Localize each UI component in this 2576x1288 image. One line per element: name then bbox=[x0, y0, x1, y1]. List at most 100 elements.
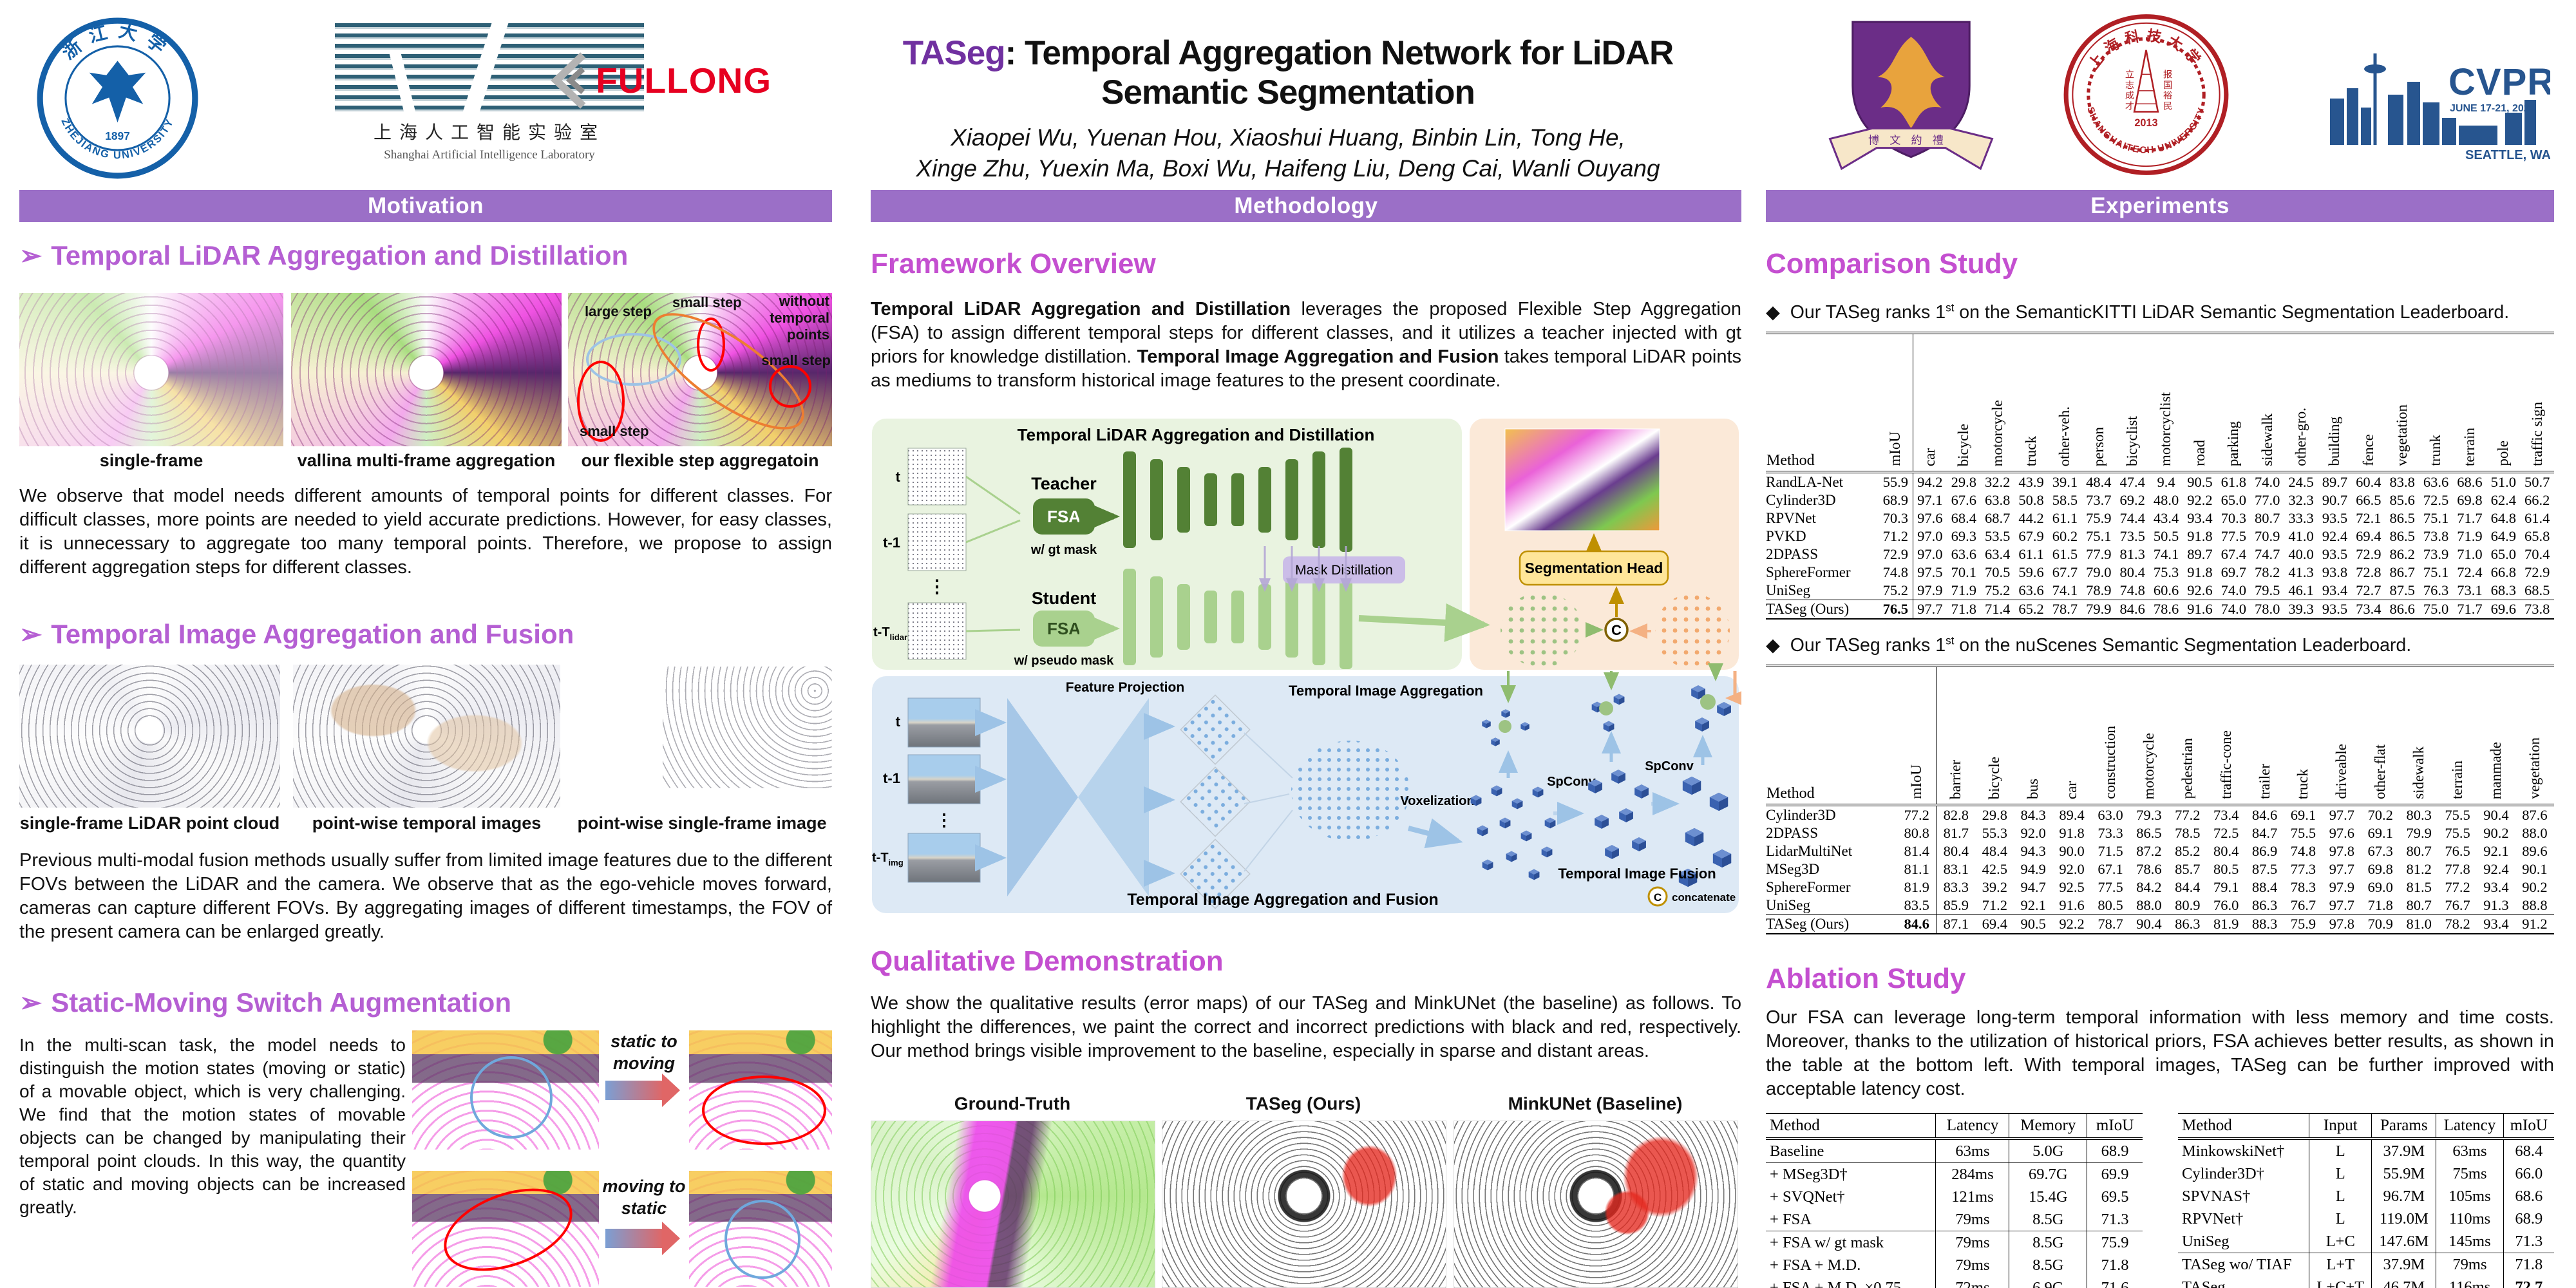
cuhk-phoenix-icon bbox=[1877, 37, 1945, 129]
table-cell: 83.8 bbox=[2389, 474, 2415, 490]
fullong-chevron-icon bbox=[551, 52, 586, 109]
table-cell: 86.3 bbox=[2251, 897, 2278, 913]
table-cell: 84.6 bbox=[2251, 807, 2278, 823]
lidar-gray-image-2 bbox=[293, 665, 560, 808]
table-cell: 67.6 bbox=[1951, 492, 1976, 508]
table-cell: + FSA + M.D. bbox=[1766, 1254, 1937, 1276]
column-header: manmade bbox=[2487, 741, 2504, 799]
column-header: truck bbox=[2295, 768, 2311, 799]
shanghaitech-motto-left: 立志成才 bbox=[2125, 69, 2134, 111]
table-cell: 41.0 bbox=[2288, 528, 2314, 544]
column-header: Method bbox=[1766, 785, 1815, 802]
table-cell: 90.5 bbox=[2014, 914, 2053, 934]
table-cell: 87.6 bbox=[2522, 807, 2548, 823]
table-cell: 72.1 bbox=[2356, 510, 2382, 526]
zju-year: 1897 bbox=[105, 129, 130, 142]
table-cell: 53.5 bbox=[1984, 528, 2011, 544]
table-cell: 75.1 bbox=[2423, 510, 2449, 526]
pointcloud-flexible-step-image: large step small step without temporal po… bbox=[568, 293, 832, 446]
table-cell: 93.4 bbox=[2483, 879, 2509, 895]
motivation-column-header: Motivation bbox=[19, 190, 832, 222]
table-row: 2DPASS 80.8 81.7 55.3 92.0 91.8 73.3 86.5 78.5 72… bbox=[1766, 824, 2554, 842]
table-cell: 80.7 bbox=[2406, 843, 2432, 859]
table-cell: 66.5 bbox=[2356, 492, 2382, 508]
table-cell: 86.6 bbox=[2385, 600, 2420, 620]
cvpr-dates: JUNE 17-21, 2024 bbox=[2450, 103, 2535, 114]
fusion-group-3 bbox=[1691, 685, 1731, 732]
table-cell: 87.1 bbox=[1936, 914, 1976, 934]
results-table: Method Input Params Latency mIoU MinkowskiNet… bbox=[2178, 1113, 2554, 1288]
column-header: trunk bbox=[2427, 435, 2444, 466]
table-cell: 71.3 bbox=[2515, 1232, 2543, 1250]
table-cell: 74.4 bbox=[2119, 510, 2145, 526]
teacher-encoder-bars bbox=[1123, 448, 1352, 552]
column-header: Method bbox=[1770, 1117, 1820, 1134]
table-cell: 69.1 bbox=[2367, 825, 2393, 841]
table-cell: 74.0 bbox=[2221, 582, 2246, 598]
table-cell: L bbox=[2309, 1162, 2372, 1185]
table-row: RPVNet† L 119.0M 110ms 68.9 bbox=[2178, 1208, 2554, 1230]
table-cell: 61.1 bbox=[2018, 546, 2044, 562]
table-cell: 92.0 bbox=[2020, 825, 2046, 841]
table-cell: 74.1 bbox=[2153, 546, 2179, 562]
table-cell: 79ms bbox=[1935, 1254, 2010, 1276]
authors: Xiaopei Wu, Yuenan Hou, Xiaoshui Huang, … bbox=[837, 122, 1739, 184]
table-row: PVKD 71.2 97.0 69.3 53.5 67.9 60.2 75.1 73.5 50.5… bbox=[1766, 527, 2554, 545]
table-cell: 51.0 bbox=[2490, 474, 2516, 490]
camera-frame-t1 bbox=[907, 754, 981, 804]
table-cell: 71.5 bbox=[2098, 843, 2123, 859]
table-cell: 75.5 bbox=[2445, 825, 2470, 841]
projected-feature-diamonds bbox=[1180, 694, 1251, 909]
fsa-ablation-table: Method Latency Memory mIoU Baseline 63ms 5.0G 6… bbox=[1766, 1113, 2143, 1288]
feature-projection-label: Feature Projection bbox=[1066, 680, 1184, 695]
voxelization-label: Voxelization bbox=[1400, 794, 1474, 808]
table-cell: 80.9 bbox=[2175, 897, 2201, 913]
table-cell: 71.9 bbox=[1951, 582, 1976, 598]
small-step-ellipse3-icon bbox=[577, 361, 625, 442]
table-cell: 81.9 bbox=[2206, 914, 2246, 934]
table-cell: 71.8 bbox=[1947, 600, 1981, 620]
table-cell: 63.0 bbox=[2098, 807, 2123, 823]
table-cell: 91.8 bbox=[2187, 564, 2213, 580]
table-cell: 74.8 bbox=[2290, 843, 2316, 859]
table-cell: 68.9 bbox=[2101, 1142, 2129, 1160]
table-cell: 78.6 bbox=[2136, 861, 2162, 877]
table-cell: 92.5 bbox=[2059, 879, 2085, 895]
table-cell: L+T bbox=[2309, 1253, 2372, 1276]
annotation-large-step: large step bbox=[585, 303, 652, 319]
table-cell: 71.8 bbox=[2101, 1256, 2129, 1274]
fusion-group-2 bbox=[1591, 694, 1625, 732]
table-cell: 39.3 bbox=[2284, 600, 2318, 620]
table-cell: PVKD bbox=[1766, 528, 1806, 544]
lidar-frame-tT bbox=[907, 602, 967, 660]
table-cell: 97.5 bbox=[1917, 564, 1943, 580]
table-cell: 78.6 bbox=[2149, 600, 2183, 620]
cuhk-ribbon-icon bbox=[1828, 127, 1994, 171]
label-img-t: t bbox=[896, 714, 901, 730]
table-cell: 60.6 bbox=[2153, 582, 2179, 598]
table-cell: 76.3 bbox=[2423, 582, 2449, 598]
table-cell: 90.2 bbox=[2483, 825, 2509, 841]
table-cell: 47.4 bbox=[2119, 474, 2145, 490]
table-cell: 78.0 bbox=[2250, 600, 2284, 620]
segmentation-result-image bbox=[1504, 428, 1660, 531]
table-cell: 60.4 bbox=[2356, 474, 2382, 490]
arrow-bullet-icon: ➢ bbox=[19, 240, 43, 270]
table-cell: 93.8 bbox=[2322, 564, 2348, 580]
table-cell: 79ms bbox=[2436, 1253, 2504, 1276]
table-cell: 92.0 bbox=[2059, 861, 2085, 877]
column-header: building bbox=[2326, 417, 2343, 466]
table-cell: 69.5 bbox=[2101, 1188, 2129, 1206]
pointcloud-multiframe-image bbox=[291, 293, 562, 446]
table-cell: L+C+T bbox=[2309, 1276, 2372, 1288]
table-cell: 92.2 bbox=[2187, 492, 2213, 508]
fusion-group-1 bbox=[1482, 709, 1530, 746]
table-cell: 94.2 bbox=[1917, 474, 1943, 490]
table-cell: 50.5 bbox=[2153, 528, 2179, 544]
column-header: sidewalk bbox=[2410, 746, 2427, 799]
experiments-column-header: Experiments bbox=[1766, 190, 2554, 222]
nuscenes-table: Method mIoU barrier bicycle bus car constructi… bbox=[1766, 665, 2554, 934]
table-cell: 61.8 bbox=[2221, 474, 2246, 490]
mask-distillation-label: Mask Distillation bbox=[1295, 563, 1393, 578]
table-cell: 81.3 bbox=[2119, 546, 2145, 562]
